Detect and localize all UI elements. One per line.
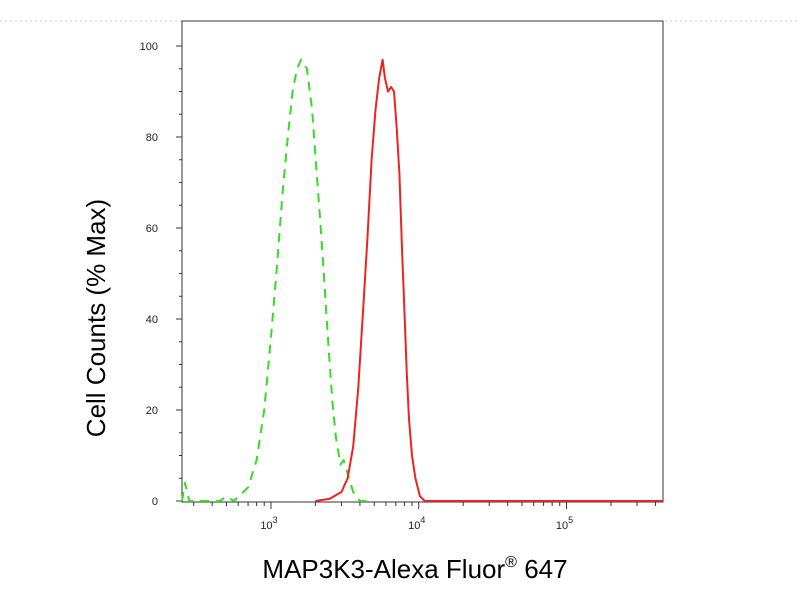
x-tick-label-base: 10 [556, 520, 568, 532]
x-axis-title-main: MAP3K3-Alexa Fluor [262, 554, 505, 584]
series-line-control [181, 58, 368, 502]
series-layer [181, 58, 663, 502]
x-tick-label: 104 [408, 515, 425, 532]
y-tick-label: 20 [146, 405, 158, 417]
y-axis-title: Cell Counts (% Max) [81, 199, 111, 437]
y-tick-label: 60 [146, 223, 158, 235]
y-tick-label: 80 [146, 132, 158, 144]
x-tick-label: 105 [556, 515, 573, 532]
x-tick-label-exponent: 4 [420, 515, 425, 525]
x-tick-label-exponent: 3 [273, 515, 278, 525]
x-tick-label: 103 [260, 515, 277, 532]
y-tick-label: 40 [146, 314, 158, 326]
y-tick-label: 0 [152, 496, 158, 508]
series-line-sample [315, 58, 663, 502]
x-axis-title-superscript: ® [505, 554, 517, 571]
x-tick-label-base: 10 [260, 520, 272, 532]
x-axis-ticks: 103 104 105 [193, 502, 656, 532]
y-tick-label: 100 [140, 41, 158, 53]
y-axis-ticks: 0 20 40 60 80 100 [140, 41, 182, 508]
x-axis-title-suffix: 647 [517, 554, 568, 584]
x-tick-label-exponent: 5 [568, 515, 573, 525]
x-axis-title: MAP3K3-Alexa Fluor® 647 [262, 554, 567, 584]
x-tick-label-base: 10 [408, 520, 420, 532]
plot-area-frame [181, 20, 664, 503]
